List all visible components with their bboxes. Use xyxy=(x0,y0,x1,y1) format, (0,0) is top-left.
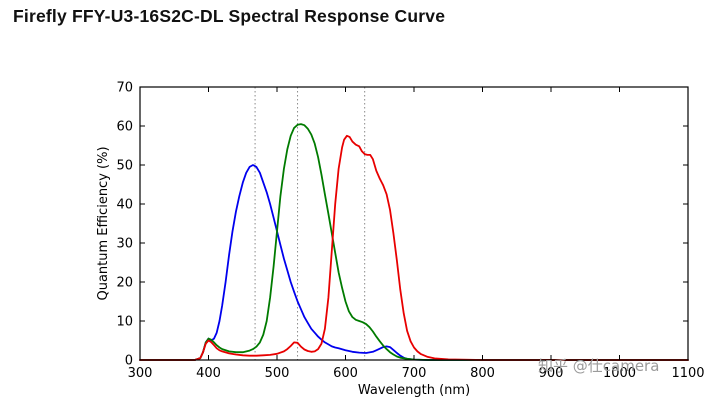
series-line-blue xyxy=(139,164,689,361)
y-tick-label: 30 xyxy=(116,237,133,252)
y-tick-label: 40 xyxy=(116,198,133,213)
x-tick-label: 400 xyxy=(196,366,221,381)
series-line-green xyxy=(139,123,689,361)
y-tick-label: 0 xyxy=(125,354,133,369)
x-tick-label: 700 xyxy=(402,366,427,381)
series-line-red xyxy=(139,134,689,361)
y-tick-label: 70 xyxy=(116,81,133,96)
x-axis-label: Wavelength (nm) xyxy=(358,383,470,398)
page-title: Firefly FFY-U3-16S2C-DL Spectral Respons… xyxy=(13,6,446,26)
x-tick-label: 800 xyxy=(470,366,495,381)
watermark: 知乎 @仕camera xyxy=(538,357,660,375)
x-tick-label: 300 xyxy=(128,366,153,381)
x-tick-label: 1100 xyxy=(671,366,704,381)
y-tick-label: 20 xyxy=(116,276,133,291)
y-axis-label: Quantum Efficiency (%) xyxy=(96,146,111,300)
y-tick-label: 50 xyxy=(116,159,133,174)
plot-frame xyxy=(139,86,689,361)
y-tick-label: 60 xyxy=(116,120,133,135)
x-tick-label: 900 xyxy=(539,366,564,381)
x-tick-label: 1000 xyxy=(603,366,636,381)
x-tick-label: 600 xyxy=(333,366,358,381)
x-tick-label: 500 xyxy=(265,366,290,381)
y-tick-label: 10 xyxy=(116,315,133,330)
